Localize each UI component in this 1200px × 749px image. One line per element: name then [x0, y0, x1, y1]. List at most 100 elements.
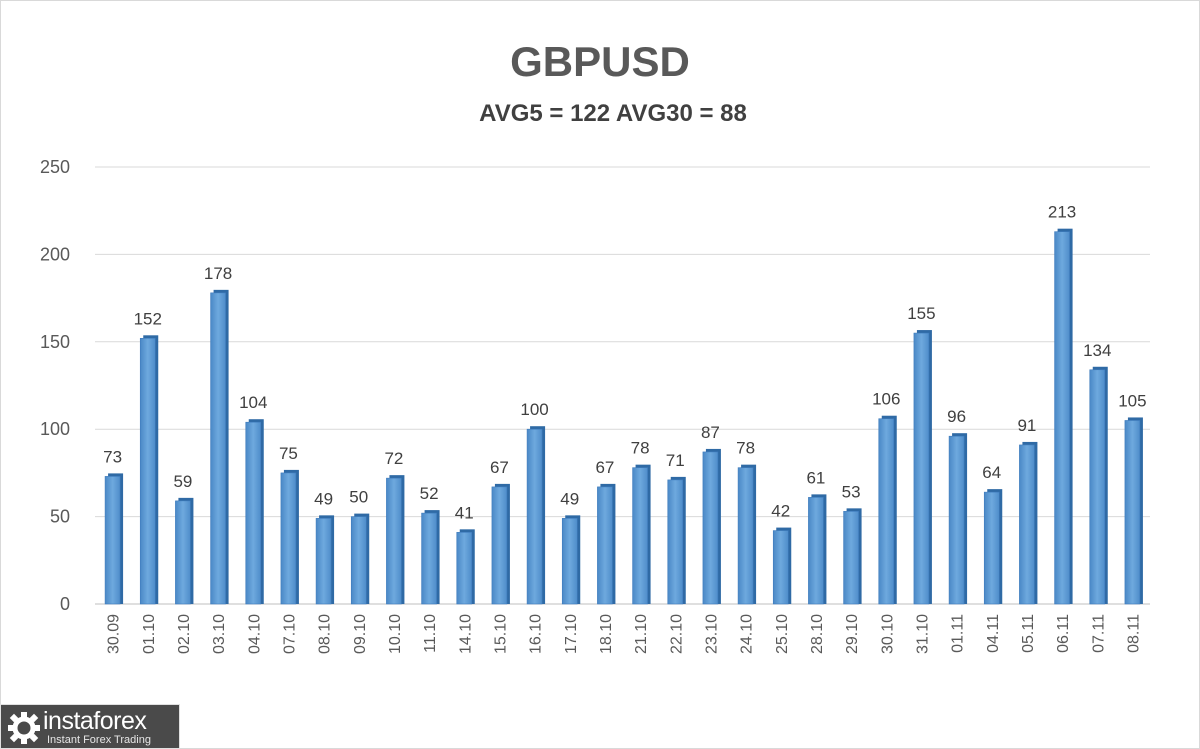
data-label: 100 — [520, 400, 548, 419]
x-tick-label: 30.10 — [879, 614, 896, 654]
data-label: 71 — [666, 451, 685, 470]
bar — [983, 491, 1000, 605]
data-label: 72 — [384, 449, 403, 468]
data-label: 78 — [631, 439, 650, 458]
x-tick-label: 11.10 — [422, 614, 439, 653]
data-label: 53 — [842, 482, 861, 501]
x-tick-label: 07.11 — [1090, 614, 1107, 653]
data-label: 87 — [701, 423, 720, 442]
x-tick-label: 14.10 — [457, 614, 474, 654]
data-label: 59 — [173, 472, 192, 491]
data-label: 213 — [1048, 203, 1076, 222]
x-tick-label: 25.10 — [774, 614, 791, 654]
bar — [913, 332, 930, 605]
y-tick-label: 50 — [50, 507, 70, 527]
data-label: 61 — [806, 468, 825, 487]
bar — [139, 338, 156, 605]
data-label: 104 — [239, 393, 267, 412]
x-tick-label: 28.10 — [809, 614, 826, 654]
x-tick-label: 08.11 — [1125, 614, 1142, 653]
bar — [210, 292, 226, 605]
x-axis-ticks: 30.09 01.10 02.10 03.10 04.10 07.10 08.10 09.10… — [106, 614, 1143, 654]
bar — [772, 530, 789, 605]
data-label: 155 — [907, 304, 935, 323]
y-axis-ticks: 0 50 100 150 200 250 — [40, 157, 70, 614]
x-tick-label: 04.10 — [246, 614, 263, 654]
x-tick-label: 17.10 — [563, 614, 580, 654]
y-tick-label: 100 — [40, 419, 70, 439]
data-label: 96 — [947, 407, 966, 426]
bar — [1019, 444, 1035, 605]
x-tick-label: 16.10 — [528, 614, 545, 654]
bar — [843, 511, 859, 605]
bar — [245, 421, 262, 605]
bar — [737, 467, 754, 605]
bar — [597, 486, 613, 605]
data-label: 49 — [560, 489, 579, 508]
bar — [667, 479, 684, 605]
bar — [526, 428, 543, 605]
brand-name: instaforex — [43, 707, 147, 735]
x-tick-label: 21.10 — [633, 614, 650, 654]
x-tick-label: 03.10 — [211, 614, 228, 654]
bar — [878, 418, 895, 605]
brand-tagline: Instant Forex Trading — [47, 734, 151, 746]
bar — [1124, 420, 1141, 605]
y-tick-label: 250 — [40, 157, 70, 177]
x-tick-label: 15.10 — [492, 614, 509, 654]
instaforex-logo: instaforex Instant Forex Trading — [0, 704, 180, 749]
x-tick-label: 09.10 — [352, 614, 369, 654]
x-tick-label: 22.10 — [668, 614, 685, 654]
data-label: 49 — [314, 489, 333, 508]
data-label: 91 — [1017, 416, 1036, 435]
bar — [175, 500, 191, 605]
x-tick-label: 29.10 — [844, 614, 861, 654]
x-tick-label: 01.11 — [950, 614, 967, 653]
y-tick-label: 200 — [40, 244, 70, 264]
data-label: 106 — [872, 390, 900, 409]
x-tick-label: 24.10 — [739, 614, 756, 654]
data-label: 67 — [490, 458, 509, 477]
bar — [632, 467, 648, 605]
data-label: 64 — [982, 463, 1001, 482]
x-tick-label: 04.11 — [985, 614, 1002, 653]
data-label: 42 — [771, 502, 790, 521]
bar — [386, 477, 402, 605]
x-tick-label: 07.10 — [281, 614, 298, 654]
chart-subtitle: AVG5 = 122 AVG30 = 88 — [479, 100, 747, 127]
x-tick-label: 08.10 — [317, 614, 334, 654]
bar — [421, 512, 437, 605]
bar — [1089, 369, 1106, 605]
bar — [561, 518, 578, 605]
bar — [315, 518, 332, 605]
data-label: 134 — [1083, 341, 1111, 360]
bar — [808, 497, 824, 605]
x-tick-label: 05.11 — [1020, 614, 1037, 653]
data-label: 67 — [595, 458, 614, 477]
bar — [1054, 231, 1070, 605]
x-tick-label: 01.10 — [141, 614, 158, 654]
y-tick-label: 150 — [40, 332, 70, 352]
chart-title: GBPUSD — [510, 38, 690, 85]
gridlines — [95, 166, 1150, 605]
gear-icon — [8, 712, 40, 744]
bar — [491, 486, 508, 605]
x-tick-label: 02.10 — [176, 614, 193, 654]
data-label: 50 — [349, 488, 368, 507]
data-label: 41 — [455, 503, 474, 522]
data-label: 75 — [279, 444, 298, 463]
bar — [280, 472, 297, 605]
y-tick-label: 0 — [60, 594, 70, 614]
bar — [456, 532, 473, 605]
data-labels: 73 152 59 178 104 75 49 50 72 52 41 67 100 49 67 78 71 87… — [103, 203, 1146, 523]
x-tick-label: 06.11 — [1055, 614, 1072, 653]
data-label: 105 — [1118, 391, 1146, 410]
data-label: 178 — [204, 264, 232, 283]
x-tick-label: 10.10 — [387, 614, 404, 654]
bars — [104, 228, 1143, 605]
data-label: 73 — [103, 447, 122, 466]
data-label: 152 — [134, 309, 162, 328]
x-tick-label: 18.10 — [598, 614, 615, 654]
